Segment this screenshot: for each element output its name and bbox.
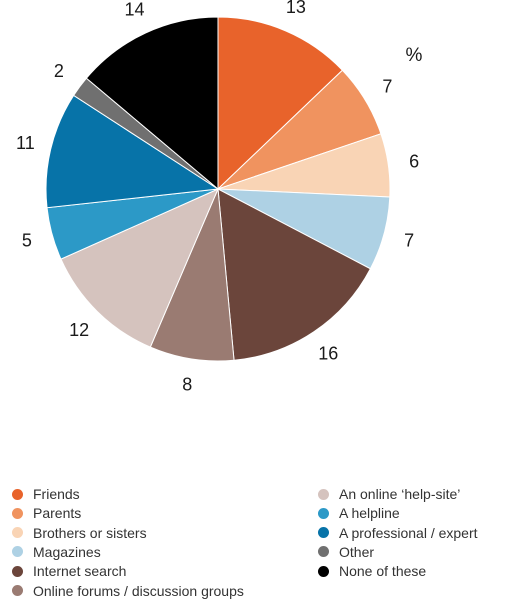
legend-swatch-icon (12, 488, 23, 500)
legend-swatch-icon (12, 527, 23, 539)
slice-value-label: 5 (22, 231, 32, 251)
slice-value-label: 7 (404, 231, 414, 251)
pie-value-labels: 13 7 6 7 16 8 12 5 11 2 14 (16, 0, 419, 395)
slice-value-label: 8 (182, 375, 192, 395)
pie-chart: 13 7 6 7 16 8 12 5 11 2 14 % (16, 0, 423, 395)
legend-label: An online ‘help-site’ (339, 486, 461, 502)
legend-item: Online forums / discussion groups (12, 583, 244, 599)
legend-swatch-icon (318, 565, 329, 577)
legend-swatch-icon (12, 565, 23, 577)
slice-value-label: 13 (286, 0, 306, 17)
slice-value-label: 7 (382, 77, 392, 97)
slice-value-label: 14 (124, 0, 144, 20)
legend-swatch-icon (12, 585, 23, 596)
legend-item: None of these (318, 563, 426, 579)
slice-value-label: 11 (16, 133, 35, 153)
legend-swatch-icon (318, 527, 329, 539)
legend-swatch-icon (318, 488, 329, 500)
legend-label: Internet search (33, 563, 127, 580)
legend-label: Friends (33, 486, 80, 502)
legend-label: Parents (33, 505, 82, 522)
legend-label: A professional / expert (339, 524, 478, 541)
legend-item: Internet search (12, 563, 126, 579)
legend-item: Friends (12, 486, 80, 502)
legend-item: Brothers or sisters (12, 525, 147, 541)
unit-label: % (406, 45, 423, 66)
pie-slice (60, 188, 219, 348)
slice-value-label: 6 (409, 151, 419, 171)
legend-swatch-icon (12, 507, 23, 519)
legend-label: Online forums / discussion groups (33, 582, 244, 599)
legend-label: Magazines (33, 543, 101, 560)
legend-swatch-icon (318, 546, 329, 558)
slice-value-label: 16 (318, 343, 338, 363)
pie-slice (217, 188, 372, 361)
legend-item: Magazines (12, 544, 101, 560)
legend-item: A helpline (318, 505, 400, 521)
legend-item: A professional / expert (318, 525, 478, 541)
pie-slice (45, 94, 220, 209)
legend-swatch-icon (12, 546, 23, 558)
pie-slice (85, 16, 219, 191)
pie-slices (45, 16, 391, 362)
legend-item: Other (318, 544, 374, 560)
pie-slice (217, 16, 344, 191)
legend-item: Parents (12, 505, 81, 521)
slice-value-label: 2 (54, 61, 64, 81)
legend-item: An online ‘help-site’ (318, 486, 460, 502)
legend-label: None of these (339, 563, 427, 580)
legend-label: Other (339, 543, 375, 560)
slice-value-label: 12 (69, 320, 89, 340)
legend-label: Brothers or sisters (33, 524, 147, 541)
legend-swatch-icon (318, 507, 329, 519)
legend-label: A helpline (339, 505, 400, 522)
